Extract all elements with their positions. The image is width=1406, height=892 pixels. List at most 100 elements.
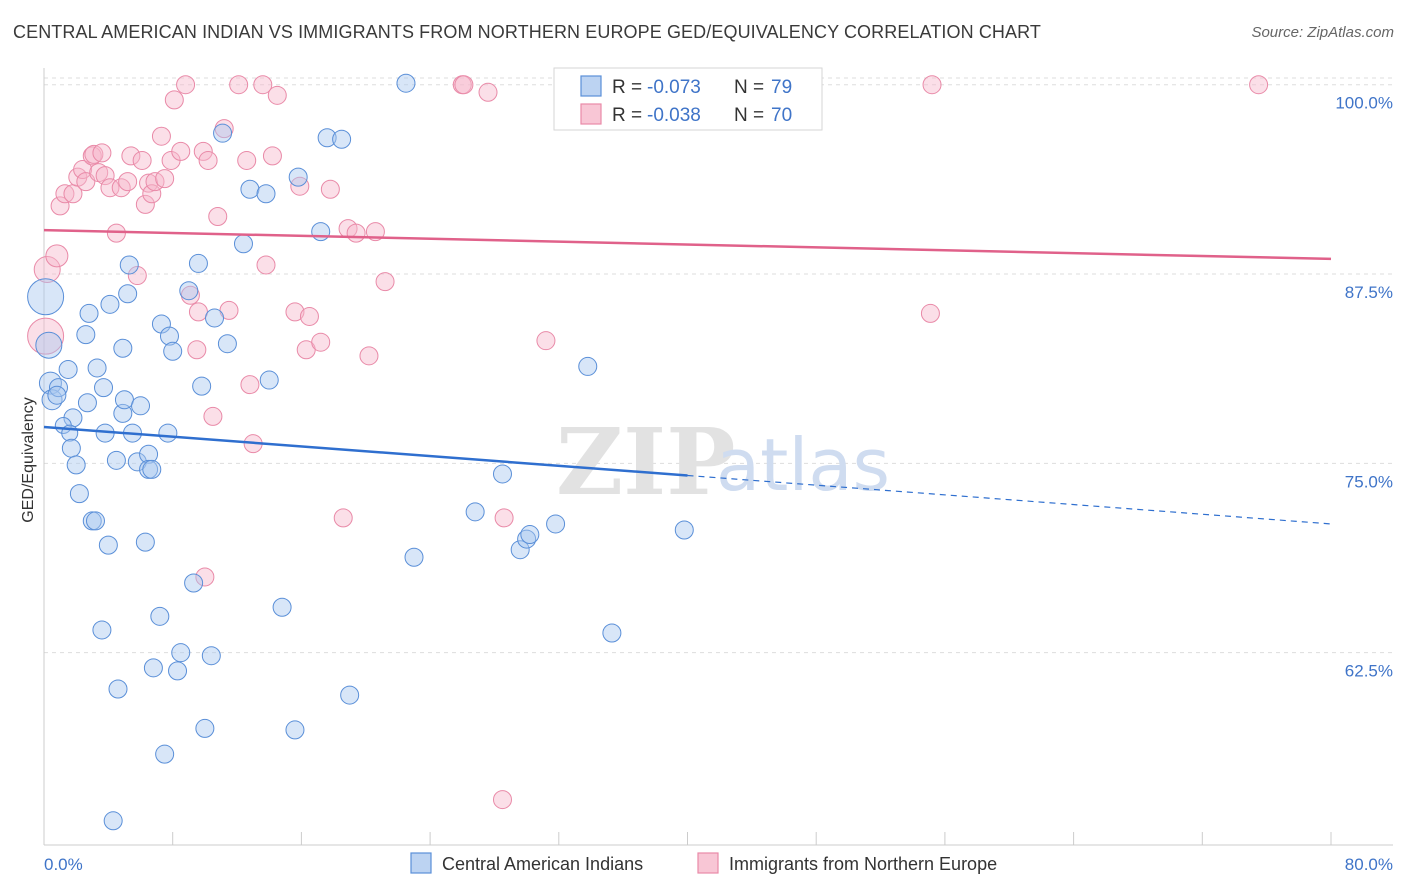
point-pink-70 (195, 567, 215, 587)
point-pink-59 (375, 272, 395, 292)
point-pink-4 (55, 184, 75, 204)
point-pink-12 (92, 143, 112, 163)
point-blue-35 (139, 444, 159, 464)
point-blue-29 (118, 284, 138, 304)
point-pink-1 (33, 255, 61, 283)
point-blue-51 (195, 718, 215, 738)
point-pink-34 (193, 141, 213, 161)
bottom-legend-label-pink: Immigrants from Northern Europe (729, 854, 997, 874)
point-blue-5 (47, 385, 67, 405)
point-pink-26 (155, 169, 175, 189)
point-pink-17 (118, 172, 138, 192)
point-pink-7 (73, 160, 93, 180)
point-blue-45 (168, 661, 188, 681)
watermark: ZIP atlas (556, 408, 890, 516)
point-blue-19 (92, 620, 112, 640)
legend-swatch-pink (580, 103, 602, 125)
point-pink-32 (187, 340, 207, 360)
y-tick-label-1: 87.5% (1345, 283, 1393, 302)
point-pink-3 (50, 196, 70, 216)
point-blue-43 (159, 326, 179, 346)
bottom-legend: Central American Indians Immigrants from… (410, 852, 997, 874)
point-pink-67 (920, 303, 940, 323)
point-pink-48 (285, 302, 305, 322)
point-blue-27 (113, 338, 133, 358)
point-blue-64 (317, 128, 337, 148)
point-pink-65 (536, 331, 556, 351)
bottom-legend-swatch-pink (697, 852, 719, 874)
point-pink-13 (95, 166, 115, 186)
point-pink-47 (267, 85, 287, 105)
point-pink-37 (208, 206, 228, 226)
point-pink-53 (320, 179, 340, 199)
axes (43, 68, 1393, 846)
x-tick-min: 0.0% (44, 855, 83, 874)
point-blue-47 (179, 281, 199, 301)
point-pink-2 (45, 244, 69, 268)
point-blue-11 (66, 455, 86, 475)
y-tick-label-2: 75.0% (1345, 472, 1393, 491)
point-blue-34 (135, 532, 155, 552)
point-blue-1 (35, 331, 63, 359)
point-blue-10 (61, 438, 81, 458)
point-pink-22 (139, 173, 159, 193)
point-blue-37 (142, 459, 162, 479)
trend-line-blue-extension (687, 474, 1332, 525)
legend-n-value-2: 70 (771, 105, 792, 126)
y-tick-label-3: 62.5% (1345, 662, 1393, 681)
point-pink-42 (240, 375, 260, 395)
point-blue-55 (213, 123, 233, 143)
point-pink-57 (359, 346, 379, 366)
point-blue-63 (311, 222, 331, 242)
point-blue-42 (158, 423, 178, 443)
point-blue-41 (155, 744, 175, 764)
point-pink-14 (100, 178, 120, 198)
point-blue-15 (76, 325, 96, 345)
point-pink-64 (494, 508, 514, 528)
point-pink-56 (346, 223, 366, 243)
point-pink-18 (121, 146, 141, 166)
point-blue-75 (578, 356, 598, 376)
point-blue-18 (85, 511, 105, 531)
point-pink-19 (127, 266, 147, 286)
point-pink-20 (132, 150, 152, 170)
point-pink-30 (176, 75, 196, 95)
point-blue-17 (87, 358, 107, 378)
point-pink-54 (333, 508, 353, 528)
point-blue-14 (79, 303, 99, 323)
point-blue-0 (27, 278, 65, 316)
point-blue-77 (674, 520, 694, 540)
point-pink-8 (76, 172, 96, 192)
point-blue-71 (510, 540, 530, 560)
point-pink-51 (299, 306, 319, 326)
point-blue-68 (404, 547, 424, 567)
point-pink-15 (106, 223, 126, 243)
source-credit: Source: ZipAtlas.com (1251, 24, 1394, 41)
point-pink-69 (1249, 75, 1269, 95)
watermark-zip: ZIP (556, 408, 735, 516)
chart-title: CENTRAL AMERICAN INDIAN VS IMMIGRANTS FR… (13, 22, 1042, 42)
legend-r-label-1: R = (612, 77, 642, 98)
point-blue-66 (340, 685, 360, 705)
point-blue-74 (546, 514, 566, 534)
point-pink-46 (262, 146, 282, 166)
series-pink-points (27, 75, 1269, 810)
legend-n-label-2: N = (734, 105, 764, 126)
point-blue-57 (240, 179, 260, 199)
point-pink-23 (142, 184, 162, 204)
point-blue-52 (201, 646, 221, 666)
point-blue-78 (103, 811, 123, 831)
legend-r-label-2: R = (612, 105, 642, 126)
point-blue-6 (58, 359, 78, 379)
point-pink-44 (253, 75, 273, 95)
point-blue-76 (602, 623, 622, 643)
trend-line-pink (43, 228, 1332, 261)
point-blue-33 (131, 396, 151, 416)
point-pink-36 (203, 406, 223, 426)
point-blue-61 (285, 720, 305, 740)
point-blue-28 (114, 390, 134, 410)
point-blue-3 (41, 389, 63, 411)
point-pink-52 (311, 332, 331, 352)
point-blue-38 (143, 658, 163, 678)
point-blue-30 (119, 255, 139, 275)
